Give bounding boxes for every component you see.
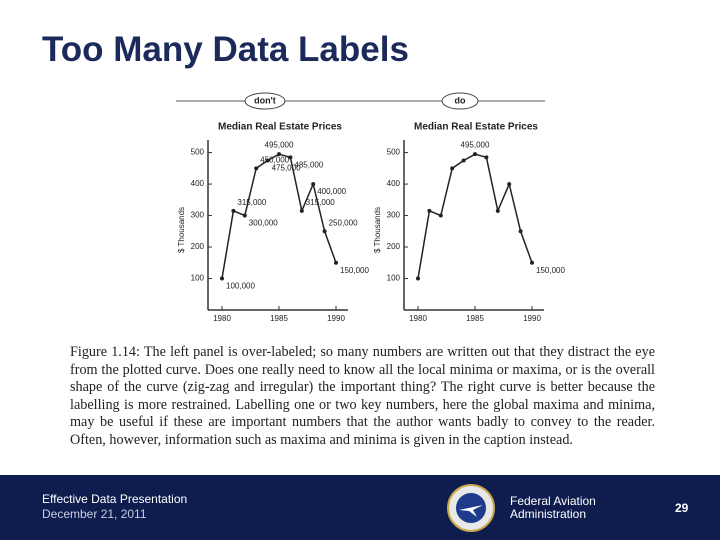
banner-label: do xyxy=(455,95,466,105)
banner-oval xyxy=(244,92,286,110)
y-tick-label: 500 xyxy=(387,148,401,157)
banner-oval xyxy=(441,92,479,110)
x-tick-label: 1990 xyxy=(523,314,541,323)
figure-caption: Figure 1.14: The left panel is over-labe… xyxy=(70,344,655,448)
data-label: 250,000 xyxy=(329,218,358,227)
data-point xyxy=(495,208,500,213)
x-tick-label: 1980 xyxy=(409,314,427,323)
data-point xyxy=(427,208,432,213)
data-point xyxy=(530,260,534,265)
y-tick-label: 100 xyxy=(191,274,205,283)
x-tick-label: 1985 xyxy=(466,314,484,323)
data-point xyxy=(288,155,293,160)
data-label: 150,000 xyxy=(340,266,369,275)
data-point xyxy=(322,229,327,234)
data-point xyxy=(518,229,523,234)
presentation-name: Effective Data Presentation xyxy=(42,492,188,506)
price-line xyxy=(221,153,337,279)
data-point xyxy=(484,155,489,160)
agency-name: Federal Aviation Administration xyxy=(510,494,596,521)
price-line xyxy=(417,153,533,279)
data-label: 150,000 xyxy=(536,266,565,275)
data-label: 315,000 xyxy=(306,198,335,207)
presentation-date: December 21, 2011 xyxy=(42,507,147,521)
data-label: 495,000 xyxy=(265,140,294,149)
y-tick-label: 100 xyxy=(387,274,401,283)
data-label: 450,000 xyxy=(260,155,289,164)
y-tick-label: 400 xyxy=(387,179,401,188)
page-number: 29 xyxy=(675,501,689,515)
x-tick-label: 1980 xyxy=(213,314,231,323)
y-tick-label: 200 xyxy=(387,242,401,251)
data-point xyxy=(311,182,316,187)
data-label: 495,000 xyxy=(461,140,490,149)
data-point xyxy=(299,208,304,213)
footer: Effective Data Presentation December 21,… xyxy=(0,475,720,540)
x-tick-label: 1990 xyxy=(327,314,345,323)
data-point xyxy=(416,276,420,281)
data-point xyxy=(220,276,224,281)
y-tick-label: 500 xyxy=(191,148,205,157)
data-label: 485,000 xyxy=(294,160,323,169)
data-point xyxy=(473,152,477,157)
data-label: 400,000 xyxy=(317,187,346,196)
data-point xyxy=(450,166,455,171)
data-label: 100,000 xyxy=(226,282,255,291)
x-tick-label: 1985 xyxy=(270,314,288,323)
faa-emblem xyxy=(447,484,495,532)
data-point xyxy=(461,158,466,163)
data-point xyxy=(231,208,236,213)
data-label: 315,000 xyxy=(237,198,266,207)
y-axis-label: $ Thousands xyxy=(177,207,186,253)
data-point xyxy=(277,152,281,157)
data-point xyxy=(334,260,338,265)
y-tick-label: 300 xyxy=(387,211,401,220)
chart-title: Median Real Estate Prices xyxy=(218,122,342,133)
figure: don't do Median Real Estate Prices $ Thou… xyxy=(176,92,565,323)
y-tick-label: 400 xyxy=(191,179,205,188)
y-tick-label: 200 xyxy=(191,242,205,251)
data-point xyxy=(438,213,443,218)
y-axis-label: $ Thousands xyxy=(373,207,382,253)
data-label: 300,000 xyxy=(249,219,278,228)
data-label: 475,000 xyxy=(272,164,301,173)
data-point xyxy=(507,182,512,187)
y-tick-label: 300 xyxy=(191,211,205,220)
data-point xyxy=(242,213,247,218)
slide-title: Too Many Data Labels xyxy=(42,30,409,69)
data-point xyxy=(254,166,259,171)
chart-title: Median Real Estate Prices xyxy=(414,122,538,133)
data-point xyxy=(265,158,270,163)
banner-label: don't xyxy=(254,95,276,105)
